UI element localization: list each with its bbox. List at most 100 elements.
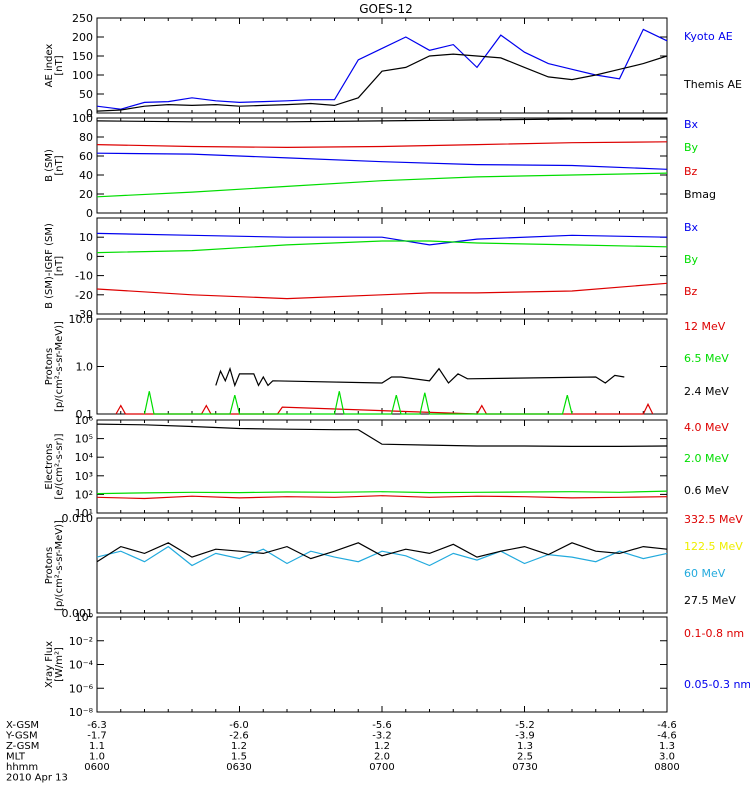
orbit-value: 2.5: [517, 752, 533, 763]
legend-entry: By: [684, 253, 699, 266]
y-tick-label: 0.001: [62, 607, 94, 620]
y-tick-label: 10⁶: [75, 414, 94, 427]
y-tick-label: -30: [75, 308, 93, 321]
y-tick-label: 10¹: [75, 507, 93, 520]
y-tick-label: 60: [79, 150, 93, 163]
y-axis-label: [W/m²]: [54, 647, 65, 682]
y-tick-label: 150: [72, 50, 93, 63]
y-tick-label: 10⁻⁶: [69, 682, 94, 695]
orbit-value: 1.3: [659, 741, 675, 752]
y-tick-label: 10: [79, 231, 93, 244]
orbit-value: -1.7: [87, 731, 107, 742]
panel-3: -30 -20 -10 0 10 B (SM)-IGRF (SM) [nT] Bx By Bz: [44, 217, 699, 321]
orbit-value: -3.2: [372, 731, 392, 742]
legend-entry: 4.0 MeV: [684, 421, 729, 434]
y-axis-label: Electrons: [44, 443, 55, 489]
figure-title: GOES-12: [359, 2, 413, 16]
legend-entry: Themis AE: [683, 78, 742, 91]
series-line: [96, 141, 668, 149]
series-line: [96, 542, 668, 563]
y-tick-label: 10.0: [69, 313, 94, 326]
y-axis-label: [nT]: [54, 155, 65, 175]
y-tick-label: 0: [86, 207, 93, 220]
series-line: [96, 152, 668, 170]
legend-entry: 332.5 MeV: [684, 513, 743, 526]
y-axis-label: [p/(cm²-s-sr-MeV)]: [54, 520, 65, 611]
y-tick-label: 0.010: [62, 512, 94, 525]
legend-entry: Bx: [684, 221, 699, 234]
orbit-row-label: MLT: [6, 752, 26, 763]
y-tick-label: 80: [79, 131, 93, 144]
y-tick-label: 10⁵: [75, 433, 93, 446]
y-tick-label: 100: [72, 112, 93, 125]
series-line: [115, 402, 654, 415]
orbit-value: 0800: [654, 762, 679, 773]
orbit-value: 1.2: [231, 741, 247, 752]
series-line: [143, 391, 573, 415]
y-tick-label: 10⁻⁸: [69, 706, 94, 719]
legend-entry: 0.1-0.8 nm: [684, 627, 744, 640]
y-axis-label: [e/(cm²-s-sr)]: [54, 433, 65, 499]
legend-entry: 2.0 MeV: [684, 452, 729, 465]
panel-frame: [96, 419, 668, 514]
y-tick-label: 10⁴: [75, 451, 94, 464]
panel-7: 10⁻⁸ 10⁻⁶ 10⁻⁴ 10⁻² 10⁰ Xray Flux [W/m²] 0.1-0.…: [44, 611, 750, 719]
orbit-row-label: hhmm: [6, 762, 38, 773]
series-line: [96, 545, 668, 567]
orbit-value: -5.2: [515, 720, 535, 731]
legend-entry: 12 MeV: [684, 320, 726, 333]
legend-entry: Bz: [684, 165, 698, 178]
y-tick-label: 100: [72, 69, 93, 82]
y-axis-label: [nT]: [54, 256, 65, 276]
orbit-value: 3.0: [659, 752, 675, 763]
panel-5: 10¹ 10² 10³ 10⁴ 10⁵ 10⁶ Electrons [e/(cm²-s-sr)…: [44, 414, 729, 520]
legend-entry: 0.6 MeV: [684, 484, 729, 497]
legend-entry: Kyoto AE: [684, 30, 733, 43]
orbit-value: -2.6: [229, 731, 249, 742]
y-axis-label: B (SM)-IGRF (SM): [44, 223, 55, 309]
y-tick-label: -10: [75, 270, 93, 283]
y-axis-label: [nT]: [54, 55, 65, 75]
panel-frame: [96, 318, 668, 415]
y-tick-label: 0: [86, 107, 93, 120]
orbit-value: -4.6: [657, 720, 677, 731]
y-tick-label: 0.1: [76, 408, 94, 421]
series-line: [96, 232, 668, 246]
orbit-value: 0730: [512, 762, 537, 773]
y-tick-label: -20: [75, 289, 93, 302]
orbit-value: 2.0: [374, 752, 390, 763]
y-axis-label: Protons: [44, 547, 55, 584]
series-line: [96, 53, 668, 112]
panel-frame: [96, 217, 668, 315]
series-line: [96, 118, 667, 123]
orbit-value: -3.9: [515, 731, 535, 742]
orbit-value: 0700: [369, 762, 394, 773]
y-tick-label: 0: [86, 250, 93, 263]
series-line: [215, 366, 625, 388]
series-line: [96, 490, 668, 495]
legend-entry: By: [684, 141, 699, 154]
orbit-value: 0630: [226, 762, 251, 773]
orbit-value: -4.6: [657, 731, 677, 742]
orbit-value: -5.6: [372, 720, 392, 731]
y-tick-label: 40: [79, 169, 93, 182]
date-label: 2010 Apr 13: [6, 773, 68, 784]
y-tick-label: 50: [79, 88, 93, 101]
y-tick-label: 10²: [75, 488, 93, 501]
panel-frame: [96, 517, 668, 614]
orbit-value: 1.5: [231, 752, 247, 763]
y-axis-label: B (SM): [44, 149, 55, 182]
series-line: [96, 172, 668, 198]
y-tick-label: 250: [72, 12, 93, 25]
series-line: [96, 495, 668, 500]
orbit-value: 1.0: [89, 752, 105, 763]
y-tick-label: 10⁻⁴: [69, 659, 94, 672]
panel-4: 0.1 1.0 10.0 Protons [p/(cm²-s-sr-MeV)] 12 Me…: [44, 313, 729, 421]
panel-1: 0 50 100 150 200 250 AE index [nT] Kyoto AE Themi…: [44, 12, 742, 120]
legend-entry: 6.5 MeV: [684, 352, 729, 365]
panel-6: 0.001 0.010 Protons [p/(cm²-s-sr-MeV)] 332.5…: [44, 512, 743, 620]
series-line: [96, 240, 668, 254]
series-line: [96, 423, 668, 447]
series-line: [96, 282, 668, 300]
series-line: [96, 28, 668, 110]
